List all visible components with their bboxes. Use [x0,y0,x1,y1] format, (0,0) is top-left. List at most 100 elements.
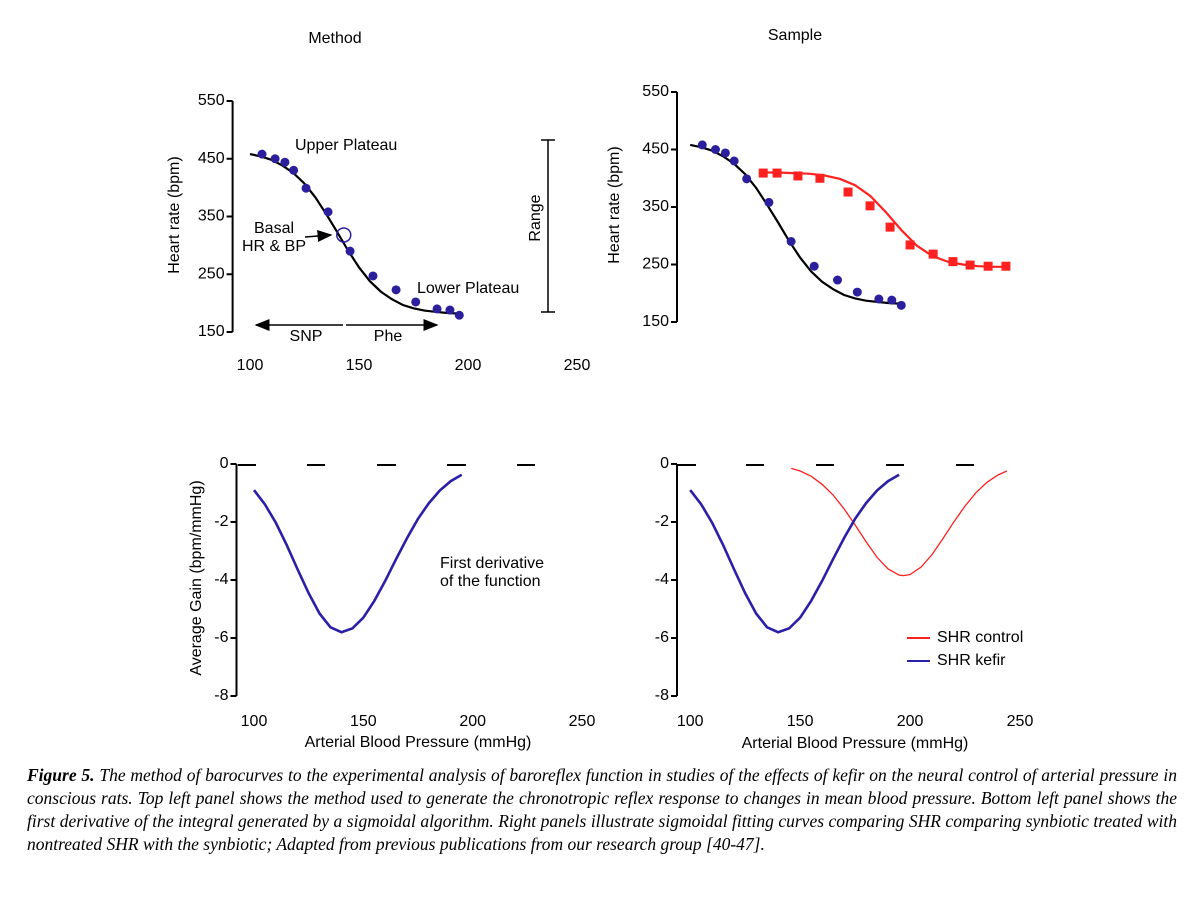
point [345,246,355,256]
point [815,173,825,183]
point [983,261,993,271]
point [843,187,853,197]
point [729,156,739,166]
x-tick-label: 150 [346,357,373,374]
x-tick-label: 250 [1007,713,1034,730]
x-tick-label: 100 [241,713,268,730]
point [905,240,915,250]
caption-text: The method of barocurves to the experime… [27,765,1177,854]
point [887,295,897,305]
point [772,168,782,178]
x-tick-label: 150 [787,713,814,730]
chart-title: Method [308,30,361,47]
y-tick-label: 250 [642,256,669,273]
x-tick-label: 250 [569,713,596,730]
point [445,305,455,315]
point [454,310,464,320]
series-line [689,143,900,305]
point [323,207,333,217]
y-tick-label: -4 [655,571,669,588]
point [301,183,311,193]
y-tick-label: -8 [655,687,669,704]
point [758,168,768,178]
y-tick-label: 350 [642,198,669,215]
point [833,275,843,285]
point [710,145,720,154]
series-line [689,473,900,634]
point [742,174,752,184]
y-tick-label: -6 [655,629,669,646]
legend-label: SHR control [937,629,1023,646]
figure: Upper Plateau Basal HR & BP Lower Platea… [166,27,1034,752]
point [865,201,875,211]
x-tick-label: 200 [455,357,482,374]
x-tick-label: 200 [897,713,924,730]
y-tick-label: -2 [214,513,228,530]
annotation: SNP [290,328,323,345]
legend-label: SHR kefir [937,652,1006,669]
annotation: Range [527,194,544,241]
x-tick-label: 100 [237,357,264,374]
series-line [252,473,463,634]
basal-point [336,227,352,243]
point [948,257,958,267]
point [720,148,730,158]
point [697,140,707,150]
x-tick-label: 150 [350,713,377,730]
y-tick-label: 550 [198,92,225,109]
point [257,149,267,159]
point [391,285,401,295]
point [809,261,819,271]
point [874,294,884,304]
x-tick-label: 200 [459,713,486,730]
y-tick-label: 0 [660,455,669,472]
annotation: First derivative [440,555,544,572]
x-axis-label: Arterial Blood Pressure (mmHg) [305,734,532,751]
annotation: Basal [254,220,294,237]
point [368,271,378,281]
caption: Figure 5. The method of barocurves to th… [27,764,1177,856]
x-axis-label: Arterial Blood Pressure (mmHg) [742,735,969,752]
series-line [791,467,1008,577]
point [411,297,421,307]
y-tick-label: 450 [198,150,225,167]
y-tick-label: -4 [214,571,228,588]
y-tick-label: 150 [642,313,669,330]
point [786,237,796,246]
y-tick-label: -2 [655,513,669,530]
point [270,154,280,164]
y-axis-label: Heart rate (bpm) [606,146,623,263]
chart-title: Sample [768,27,822,44]
y-tick-label: 0 [220,455,229,472]
point [289,165,299,175]
y-axis-label: Average Gain (bpm/mmHg) [188,480,205,675]
x-tick-label: 100 [677,713,704,730]
annotation: of the function [440,573,541,590]
range-bar [541,139,555,313]
y-tick-label: 250 [198,265,225,282]
y-tick-label: 350 [198,208,225,225]
arrow [304,230,333,243]
y-tick-label: 450 [642,141,669,158]
annotation: Upper Plateau [295,137,397,154]
y-tick-label: 550 [642,83,669,100]
point [764,197,774,207]
y-tick-label: -8 [214,687,228,704]
point [852,287,862,297]
point [896,300,906,310]
y-tick-label: -6 [214,629,228,646]
point [965,260,975,270]
x-tick-label: 250 [564,357,591,374]
annotation: Lower Plateau [417,280,519,297]
point [885,222,895,232]
point [1001,261,1011,271]
y-axis-label: Heart rate (bpm) [166,156,183,273]
series-line [249,153,458,315]
series-line [762,171,1009,268]
point [432,304,442,314]
point [793,171,803,181]
point [928,249,938,259]
y-tick-label: 150 [198,323,225,340]
caption-label: Figure 5. [27,765,95,785]
